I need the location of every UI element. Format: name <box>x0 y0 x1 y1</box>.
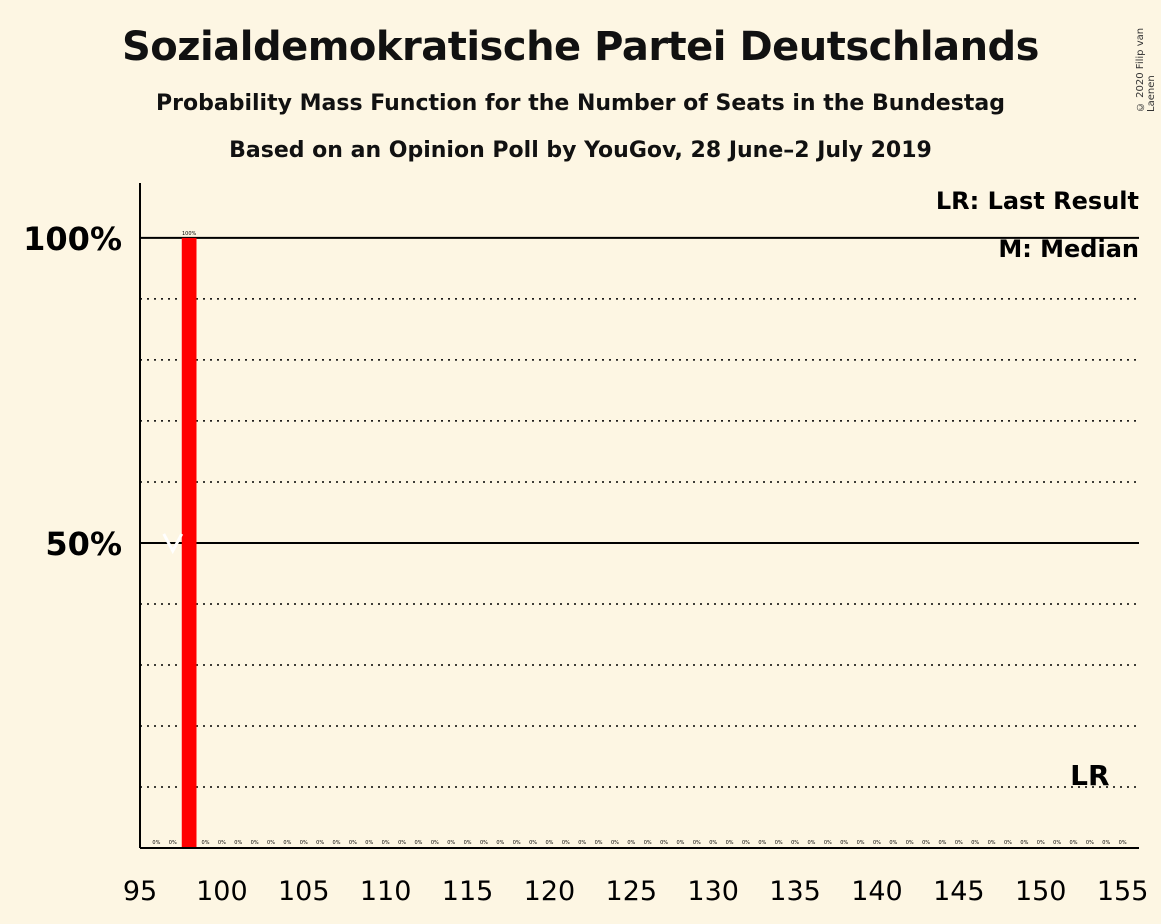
chart-source: Based on an Opinion Poll by YouGov, 28 J… <box>229 138 932 163</box>
x-tick-label: 115 <box>442 876 494 907</box>
value-label: 0% <box>169 840 177 846</box>
value-label: 0% <box>398 840 406 846</box>
value-label: 0% <box>726 840 734 846</box>
value-label: 0% <box>595 840 603 846</box>
value-label: 0% <box>349 840 357 846</box>
tick-labels: 95 100 105 110 115 120 125 130 135 140 145 150 155 50… <box>23 220 1148 907</box>
chart-subtitle: Probability Mass Function for the Number… <box>156 91 1005 116</box>
value-label: 0% <box>382 840 390 846</box>
value-label: 0% <box>545 840 553 846</box>
bars <box>181 237 197 848</box>
value-label: 0% <box>1004 840 1012 846</box>
value-labels: 0% 0% 100% 0% 0% 0% 0% 0% 0% 0% 0% 0% 0% 0% 0% 0% 0% 0% 0%… <box>152 231 1126 846</box>
value-label: 0% <box>365 840 373 846</box>
value-label: 0% <box>333 840 341 846</box>
value-label: 0% <box>709 840 717 846</box>
x-tick-label: 110 <box>360 876 412 907</box>
value-label: 0% <box>562 840 570 846</box>
value-label: 0% <box>906 840 914 846</box>
value-label: 0% <box>627 840 635 846</box>
legend-median: M: Median <box>998 235 1139 263</box>
median-marker <box>162 533 184 555</box>
value-label: 0% <box>611 840 619 846</box>
value-label: 0% <box>922 840 930 846</box>
value-label: 0% <box>464 840 472 846</box>
value-label: 0% <box>152 840 160 846</box>
value-label: 0% <box>1070 840 1078 846</box>
bar <box>181 237 197 848</box>
chart-title: Sozialdemokratische Partei Deutschlands <box>121 24 1040 70</box>
value-label: 0% <box>202 840 210 846</box>
x-tick-label: 125 <box>606 876 658 907</box>
value-label: 0% <box>496 840 504 846</box>
value-label: 0% <box>513 840 521 846</box>
x-tick-label: 150 <box>1015 876 1067 907</box>
value-label: 0% <box>529 840 537 846</box>
value-label: 0% <box>676 840 684 846</box>
value-label: 0% <box>857 840 865 846</box>
value-label: 0% <box>1086 840 1094 846</box>
value-label: 0% <box>414 840 422 846</box>
value-label: 0% <box>742 840 750 846</box>
value-label: 0% <box>1037 840 1045 846</box>
gridlines <box>140 236 1139 788</box>
y-tick-label: 100% <box>23 220 122 258</box>
value-label: 0% <box>873 840 881 846</box>
x-tick-label: 135 <box>769 876 821 907</box>
value-label: 0% <box>807 840 815 846</box>
value-label: 0% <box>693 840 701 846</box>
value-label: 0% <box>431 840 439 846</box>
value-label: 0% <box>578 840 586 846</box>
x-tick-label: 120 <box>524 876 576 907</box>
last-result-marker: LR <box>1070 759 1109 792</box>
value-label: 0% <box>644 840 652 846</box>
value-label: 0% <box>939 840 947 846</box>
x-tick-label: 145 <box>933 876 985 907</box>
y-tick-label: 50% <box>45 525 122 563</box>
value-label: 0% <box>234 840 242 846</box>
value-label: 0% <box>218 840 226 846</box>
x-tick-label: 130 <box>687 876 739 907</box>
value-label: 0% <box>758 840 766 846</box>
value-label: 0% <box>1020 840 1028 846</box>
value-label: 0% <box>824 840 832 846</box>
value-label: 0% <box>1102 840 1110 846</box>
x-tick-label: 155 <box>1097 876 1149 907</box>
x-tick-label: 105 <box>278 876 330 907</box>
value-label: 0% <box>1119 840 1127 846</box>
value-label: 0% <box>889 840 897 846</box>
value-label: 0% <box>251 840 259 846</box>
value-label: 0% <box>480 840 488 846</box>
x-tick-label: 140 <box>851 876 903 907</box>
value-label: 0% <box>791 840 799 846</box>
value-label: 0% <box>267 840 275 846</box>
value-label: 0% <box>660 840 668 846</box>
value-label: 0% <box>988 840 996 846</box>
markers: LR <box>162 533 1110 792</box>
value-label: 0% <box>840 840 848 846</box>
value-label: 0% <box>300 840 308 846</box>
value-label: 0% <box>447 840 455 846</box>
value-label: 0% <box>1053 840 1061 846</box>
x-tick-label: 100 <box>196 876 248 907</box>
value-label: 0% <box>283 840 291 846</box>
value-label: 0% <box>316 840 324 846</box>
legend-last-result: LR: Last Result <box>936 187 1139 215</box>
value-label: 100% <box>182 231 197 237</box>
value-label: 0% <box>775 840 783 846</box>
value-label: 0% <box>971 840 979 846</box>
value-label: 0% <box>955 840 963 846</box>
axes <box>139 183 1139 849</box>
x-tick-label: 95 <box>123 876 157 907</box>
